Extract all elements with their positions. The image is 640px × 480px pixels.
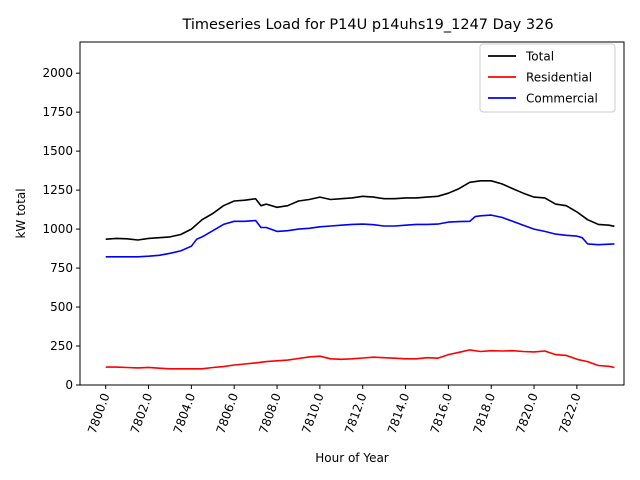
y-tick-label: 1750 xyxy=(42,105,73,119)
y-tick-label: 500 xyxy=(50,300,73,314)
x-tick-label: 7804.0 xyxy=(171,391,199,435)
series-line-residential xyxy=(105,349,615,370)
legend-box xyxy=(479,43,616,113)
x-tick-label: 7802.0 xyxy=(128,391,156,435)
y-axis: 0 250 500 750 1000 1250 1500 1750 2000 xyxy=(42,66,80,392)
y-tick-label: 0 xyxy=(65,378,73,392)
x-tick-label: 7822.0 xyxy=(556,391,584,435)
y-tick-label: 1000 xyxy=(42,222,73,236)
legend-label-commercial: Commercial xyxy=(526,92,598,106)
x-tick-label: 7818.0 xyxy=(471,391,499,435)
x-axis-label: Hour of Year xyxy=(315,451,389,465)
legend-label-total: Total xyxy=(525,50,554,64)
x-tick-label: 7800.0 xyxy=(85,391,113,435)
series-line-total xyxy=(105,180,615,241)
legend-label-residential: Residential xyxy=(526,71,592,85)
y-tick-label: 2000 xyxy=(42,66,73,80)
plot-lines xyxy=(105,180,615,370)
x-tick-label: 7812.0 xyxy=(342,391,370,435)
y-tick-label: 250 xyxy=(50,339,73,353)
legend: Total Residential Commercial xyxy=(479,43,616,113)
x-tick-label: 7808.0 xyxy=(256,391,284,435)
y-axis-label: kW total xyxy=(14,188,28,238)
x-tick-label: 7820.0 xyxy=(513,391,541,435)
x-axis: 7800.0 7802.0 7804.0 7806.0 7808.0 7810.0 7812… xyxy=(85,385,584,435)
y-tick-label: 1500 xyxy=(42,144,73,158)
plot-frame xyxy=(79,41,625,386)
x-tick-label: 7806.0 xyxy=(214,391,242,435)
x-tick-label: 7810.0 xyxy=(299,391,327,435)
y-tick-label: 750 xyxy=(50,261,73,275)
x-tick-label: 7816.0 xyxy=(428,391,456,435)
y-tick-label: 1250 xyxy=(42,183,73,197)
chart-title: Timeseries Load for P14U p14uhs19_1247 D… xyxy=(181,17,553,33)
x-tick-label: 7814.0 xyxy=(385,391,413,435)
series-line-commercial xyxy=(105,214,615,258)
